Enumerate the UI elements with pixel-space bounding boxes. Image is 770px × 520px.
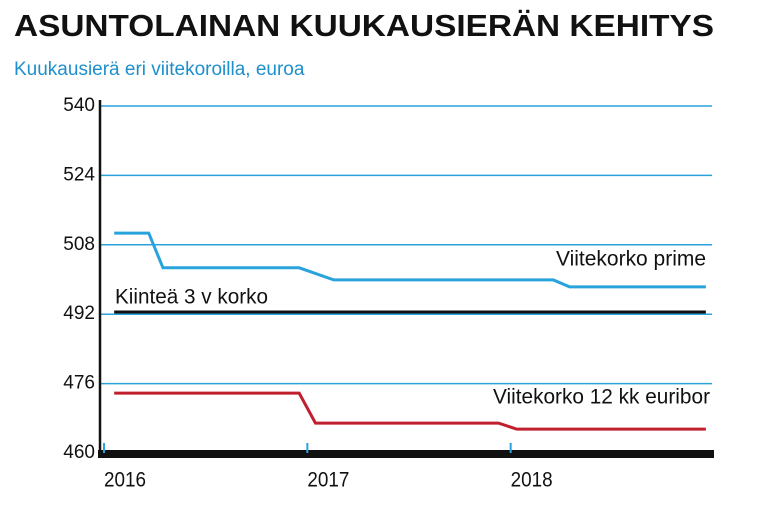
series-line [114, 231, 706, 289]
series-line [114, 391, 706, 431]
y-tick-label: 540 [63, 95, 95, 116]
chart-subtitle: Kuukausierä eri viitekoroilla, euroa [14, 59, 305, 80]
series-label: Kiinteä 3 v korko [115, 286, 268, 309]
series-label: Viitekorko prime [556, 248, 706, 271]
y-tick-label: 508 [63, 234, 95, 255]
x-tick-label: 2016 [104, 469, 146, 492]
x-tick-label: 2017 [307, 469, 349, 492]
chart-title: ASUNTOLAINAN KUUKAUSIERÄN KEHITYS [14, 8, 714, 43]
y-tick-label: 460 [63, 442, 95, 463]
y-tick-label: 524 [63, 164, 95, 185]
x-tick-label: 2018 [511, 469, 553, 492]
y-tick-label: 476 [63, 373, 95, 394]
series-label: Viitekorko 12 kk euribor [493, 386, 710, 409]
y-tick-label: 492 [63, 303, 95, 324]
